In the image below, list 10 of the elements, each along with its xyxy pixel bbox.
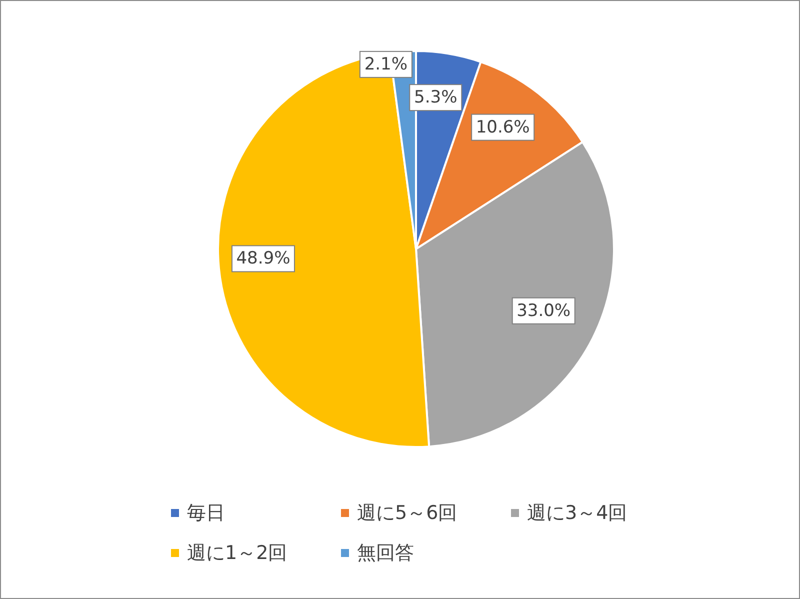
legend-label: 毎日 [187, 501, 225, 526]
legend-label: 無回答 [357, 541, 414, 566]
data-label: 5.3% [414, 88, 458, 108]
data-label: 33.0% [516, 300, 571, 321]
data-label: 10.6% [476, 117, 530, 138]
legend-label: 週に3～4回 [527, 501, 628, 526]
legend-label: 週に1～2回 [187, 541, 288, 566]
legend-label: 週に5～6回 [357, 501, 458, 526]
data-label: 2.1% [364, 54, 408, 74]
data-label: 48.9% [236, 248, 290, 269]
